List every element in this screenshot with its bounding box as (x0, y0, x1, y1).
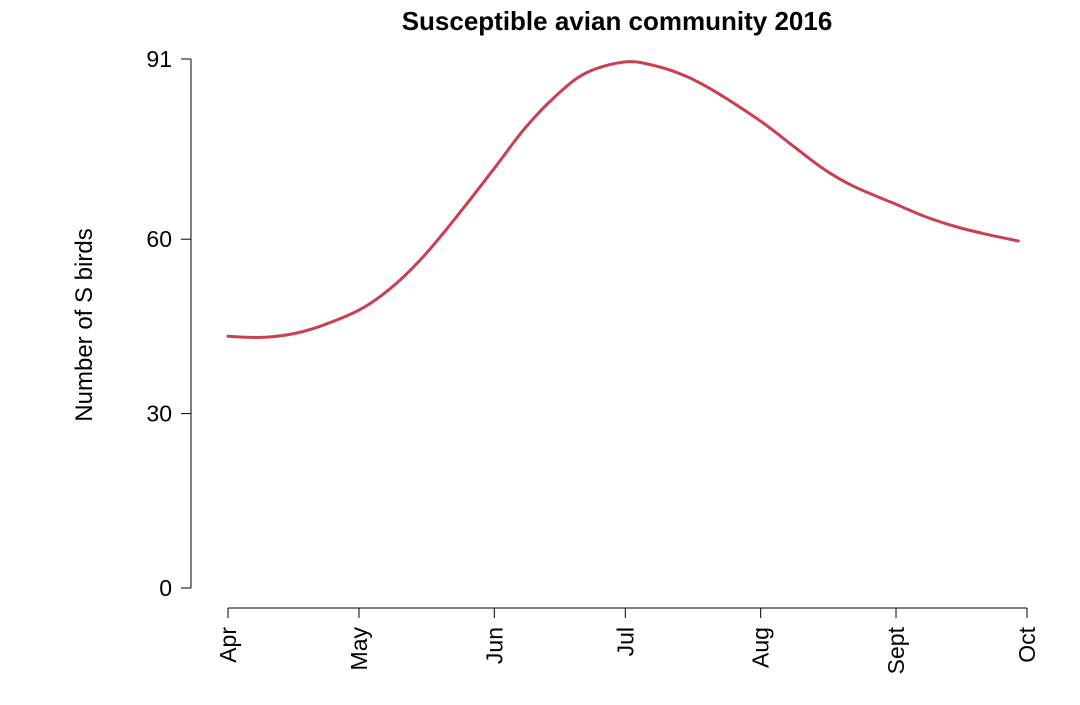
y-tick-label: 60 (146, 226, 172, 252)
x-tick-label: Oct (1014, 626, 1040, 662)
y-axis-ticks: 0 30 60 91 (146, 46, 191, 601)
x-tick-label: Sept (883, 626, 909, 674)
x-axis-ticks: Apr May Jun Jul Aug Sept Oct (215, 608, 1040, 674)
x-tick-label: Jul (612, 627, 638, 656)
chart-title: Susceptible avian community 2016 (402, 6, 833, 36)
x-tick-label: May (346, 627, 372, 671)
series-line (226, 60, 1020, 340)
x-tick-label: Aug (748, 627, 774, 668)
y-tick-label: 0 (159, 575, 172, 601)
y-axis-label: Number of S birds (71, 228, 98, 421)
y-tick-label: 91 (146, 46, 172, 72)
y-tick-label: 30 (146, 401, 172, 427)
x-tick-label: Jun (481, 627, 507, 664)
x-tick-label: Apr (215, 627, 241, 663)
